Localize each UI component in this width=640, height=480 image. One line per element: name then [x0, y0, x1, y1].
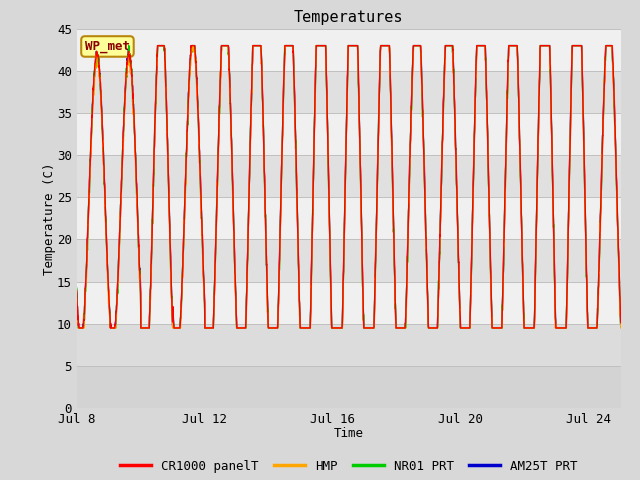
X-axis label: Time: Time — [334, 427, 364, 440]
Bar — [77, 366, 621, 408]
Legend: CR1000 panelT, HMP, NR01 PRT, AM25T PRT: CR1000 panelT, HMP, NR01 PRT, AM25T PRT — [115, 455, 582, 478]
Bar — [77, 240, 621, 282]
Bar — [77, 155, 621, 197]
Bar — [77, 113, 621, 155]
Y-axis label: Temperature (C): Temperature (C) — [42, 162, 56, 275]
Title: Temperatures: Temperatures — [294, 10, 404, 25]
Bar — [77, 324, 621, 366]
Text: WP_met: WP_met — [85, 40, 130, 53]
Bar — [77, 29, 621, 71]
Bar — [77, 197, 621, 240]
Bar — [77, 71, 621, 113]
Bar — [77, 282, 621, 324]
